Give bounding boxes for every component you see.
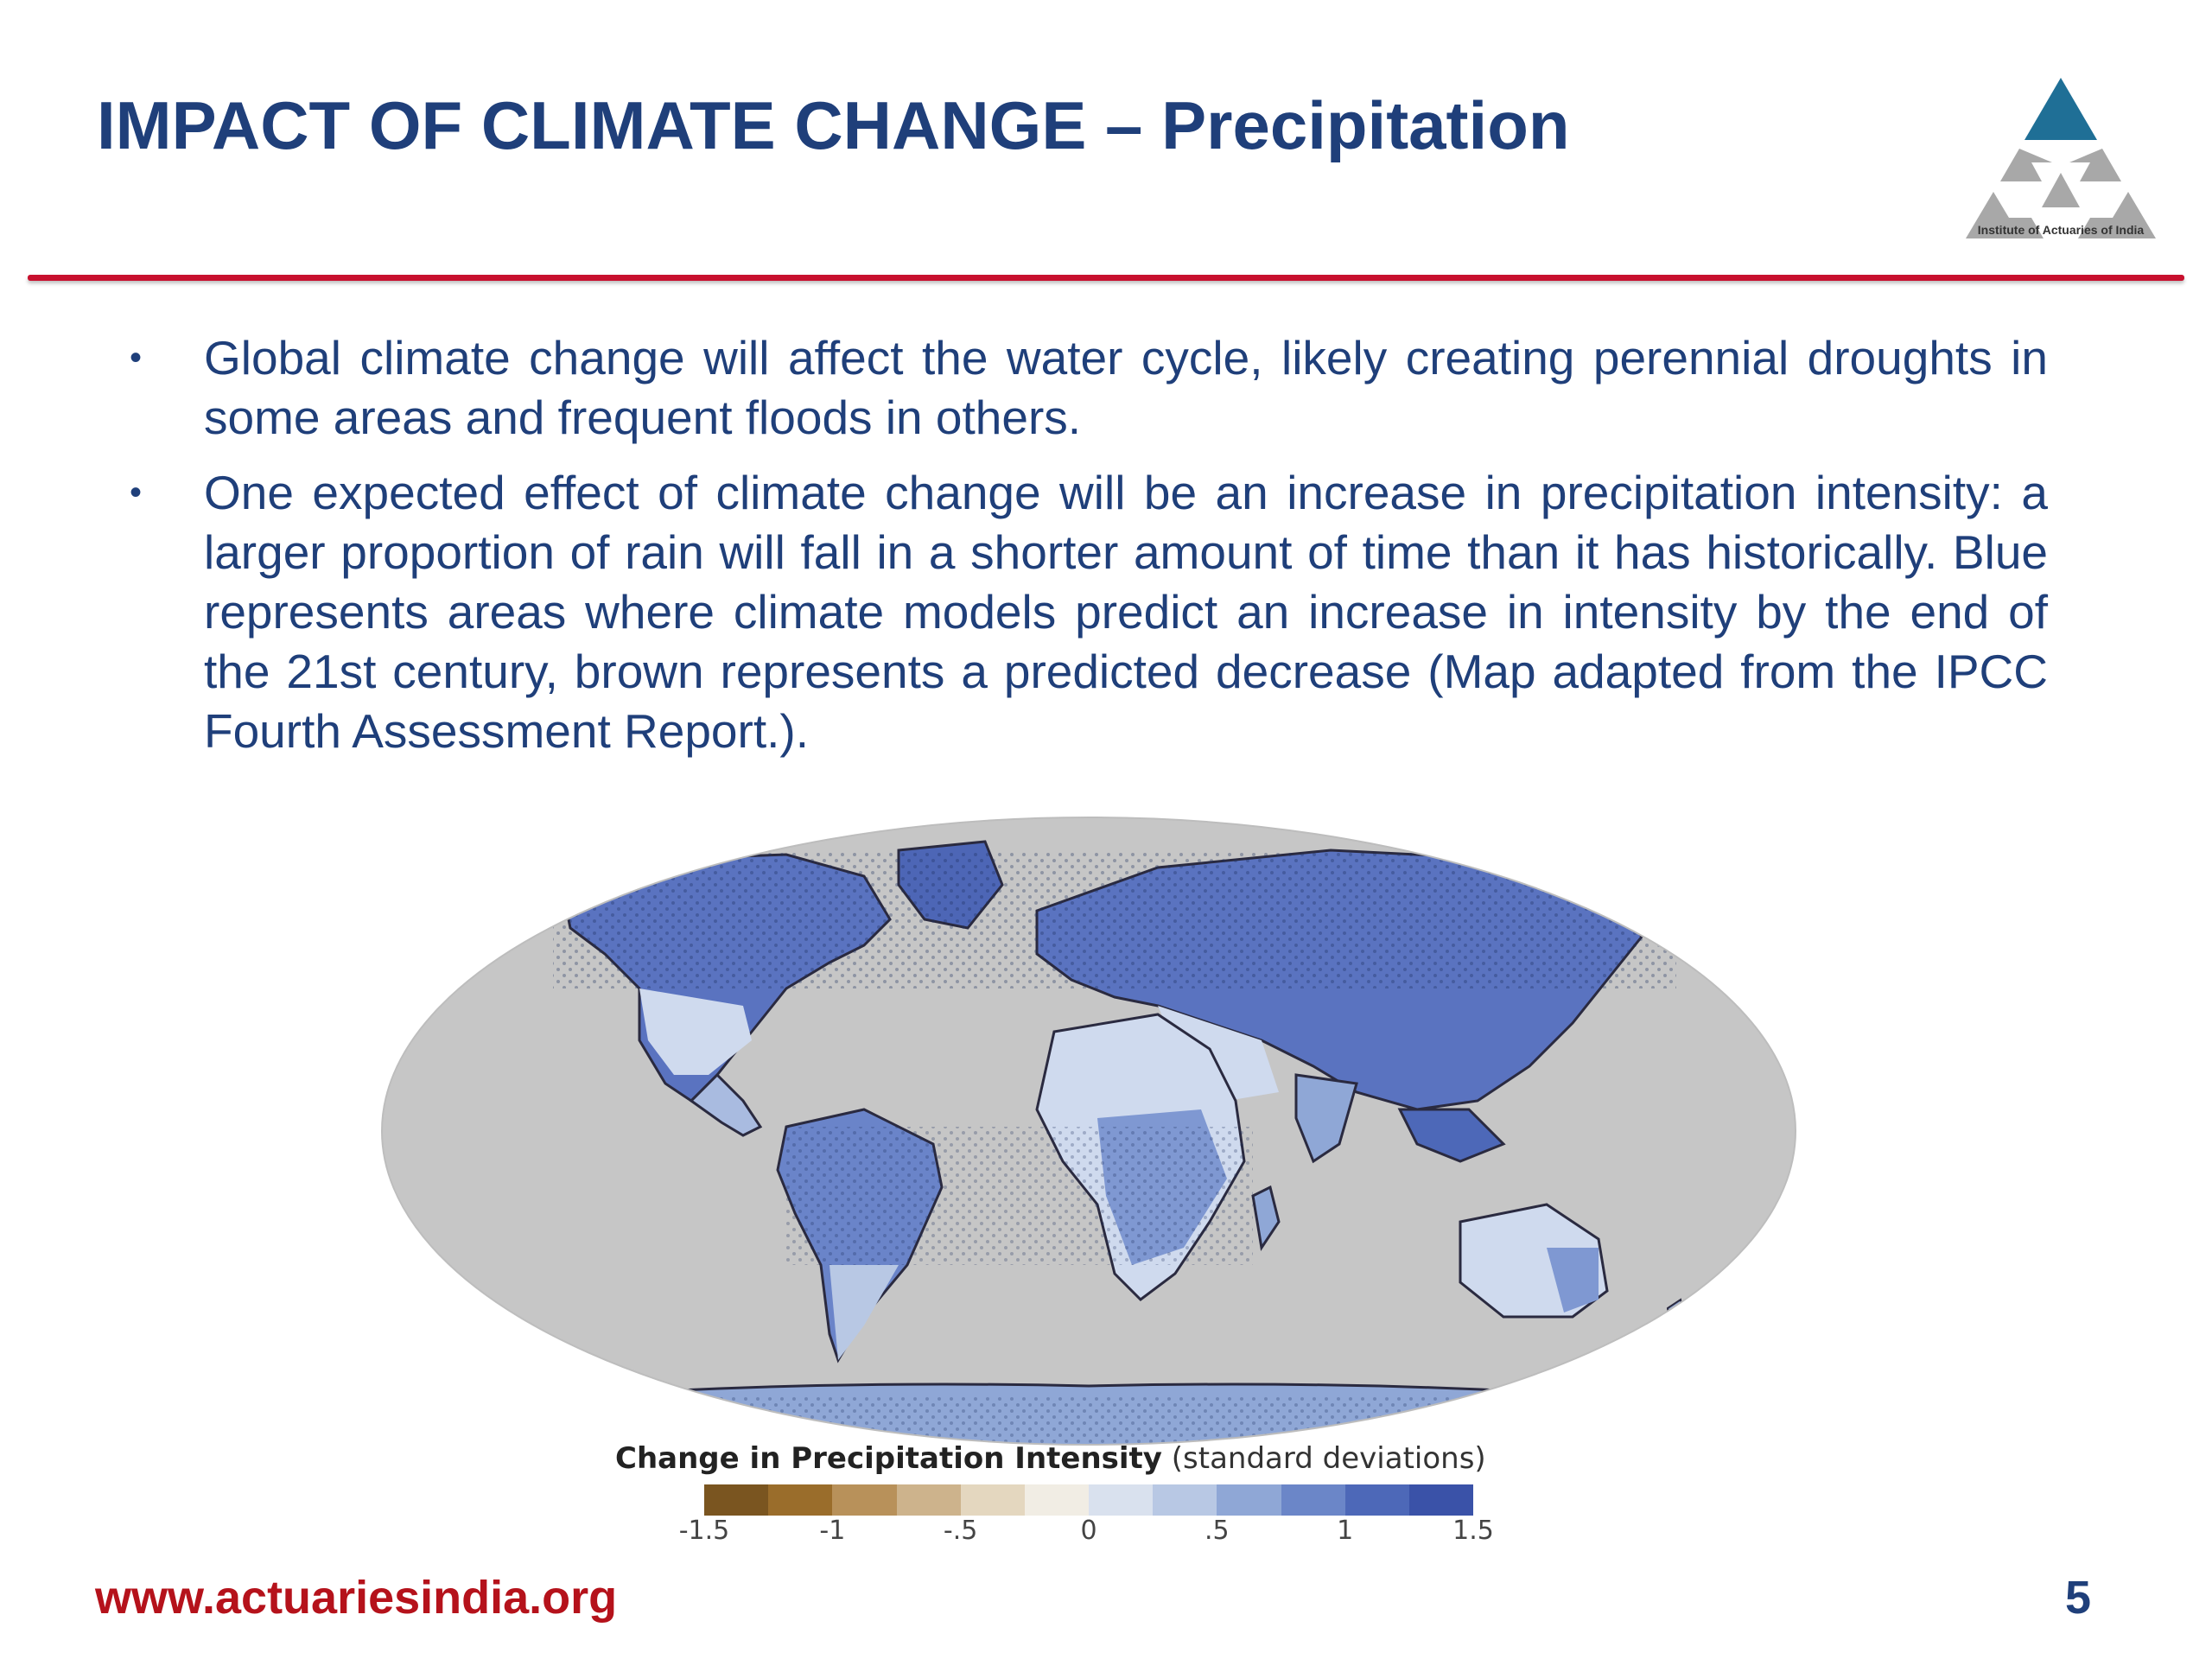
bullet-item: • Global climate change will affect the …	[130, 328, 2048, 448]
legend-swatch	[1024, 1484, 1090, 1516]
legend-swatch	[960, 1484, 1025, 1516]
stipple-tropics	[786, 1127, 1253, 1265]
legend-subtitle: (standard deviations)	[1171, 1441, 1486, 1476]
bullet-list: • Global climate change will affect the …	[130, 328, 2048, 777]
legend-swatch	[1344, 1484, 1409, 1516]
legend-title: Change in Precipitation Intensity (stand…	[615, 1441, 1486, 1476]
legend-tick-label: -.5	[943, 1516, 978, 1546]
stipple-south	[382, 1395, 1796, 1445]
india	[1294, 1073, 1358, 1164]
logo-right-band	[2069, 149, 2121, 181]
bullet-item: • One expected effect of climate change …	[130, 463, 2048, 761]
middle-east	[1158, 1006, 1279, 1101]
globe-outline	[381, 817, 1796, 1446]
madagascar	[1251, 1185, 1281, 1251]
bullet-text: One expected effect of climate change wi…	[204, 466, 2048, 758]
logo-lower-left	[1966, 192, 2044, 238]
legend-swatch	[768, 1484, 833, 1516]
legend-tick-label: .5	[1205, 1516, 1230, 1546]
institute-logo	[1966, 78, 2156, 238]
legend-tick-label: -1.5	[678, 1516, 730, 1546]
legend-swatch	[704, 1484, 769, 1516]
logo-caption: Institute of Actuaries of India	[1977, 223, 2145, 237]
bullet-dot: •	[130, 474, 143, 512]
legend-swatch	[1089, 1484, 1154, 1516]
legend-ticks: -1.5 -1 -.5 0 .5 1 1.5	[679, 1516, 1494, 1550]
north-america-south	[639, 988, 752, 1075]
legend-swatch	[1408, 1484, 1474, 1516]
legend-color-bar	[704, 1484, 1474, 1516]
stipple-north	[553, 850, 1676, 988]
slide-title: IMPACT OF CLIMATE CHANGE – Precipitation	[97, 87, 1570, 163]
legend-swatch	[832, 1484, 897, 1516]
footer-url[interactable]: www.actuariesindia.org	[95, 1572, 618, 1624]
southeast-asia	[1397, 1108, 1506, 1163]
legend-tick-label: 1.5	[1452, 1516, 1494, 1546]
world-precipitation-map	[381, 817, 1796, 1446]
south-america-south	[830, 1265, 899, 1360]
logo-top-triangle	[2024, 78, 2097, 140]
central-america	[689, 1072, 763, 1137]
legend-tick-label: 0	[1080, 1516, 1097, 1546]
legend-swatch	[1217, 1484, 1281, 1516]
new-zealand	[1666, 1298, 1688, 1344]
logo-center	[2042, 173, 2080, 207]
legend-swatch	[1281, 1484, 1345, 1516]
legend-tick-label: -1	[819, 1516, 846, 1546]
page-number: 5	[2065, 1572, 2092, 1624]
logo-lower-right	[2078, 192, 2156, 238]
australia-east	[1547, 1248, 1599, 1313]
bullet-text: Global climate change will affect the wa…	[204, 331, 2048, 444]
logo-left-band	[2000, 149, 2052, 181]
legend-tick-label: 1	[1337, 1516, 1354, 1546]
bullet-dot: •	[130, 339, 143, 377]
legend-title-main: Change in Precipitation Intensity	[615, 1441, 1162, 1476]
legend-swatch	[896, 1484, 961, 1516]
legend-swatch	[1153, 1484, 1217, 1516]
title-divider	[28, 275, 2184, 281]
